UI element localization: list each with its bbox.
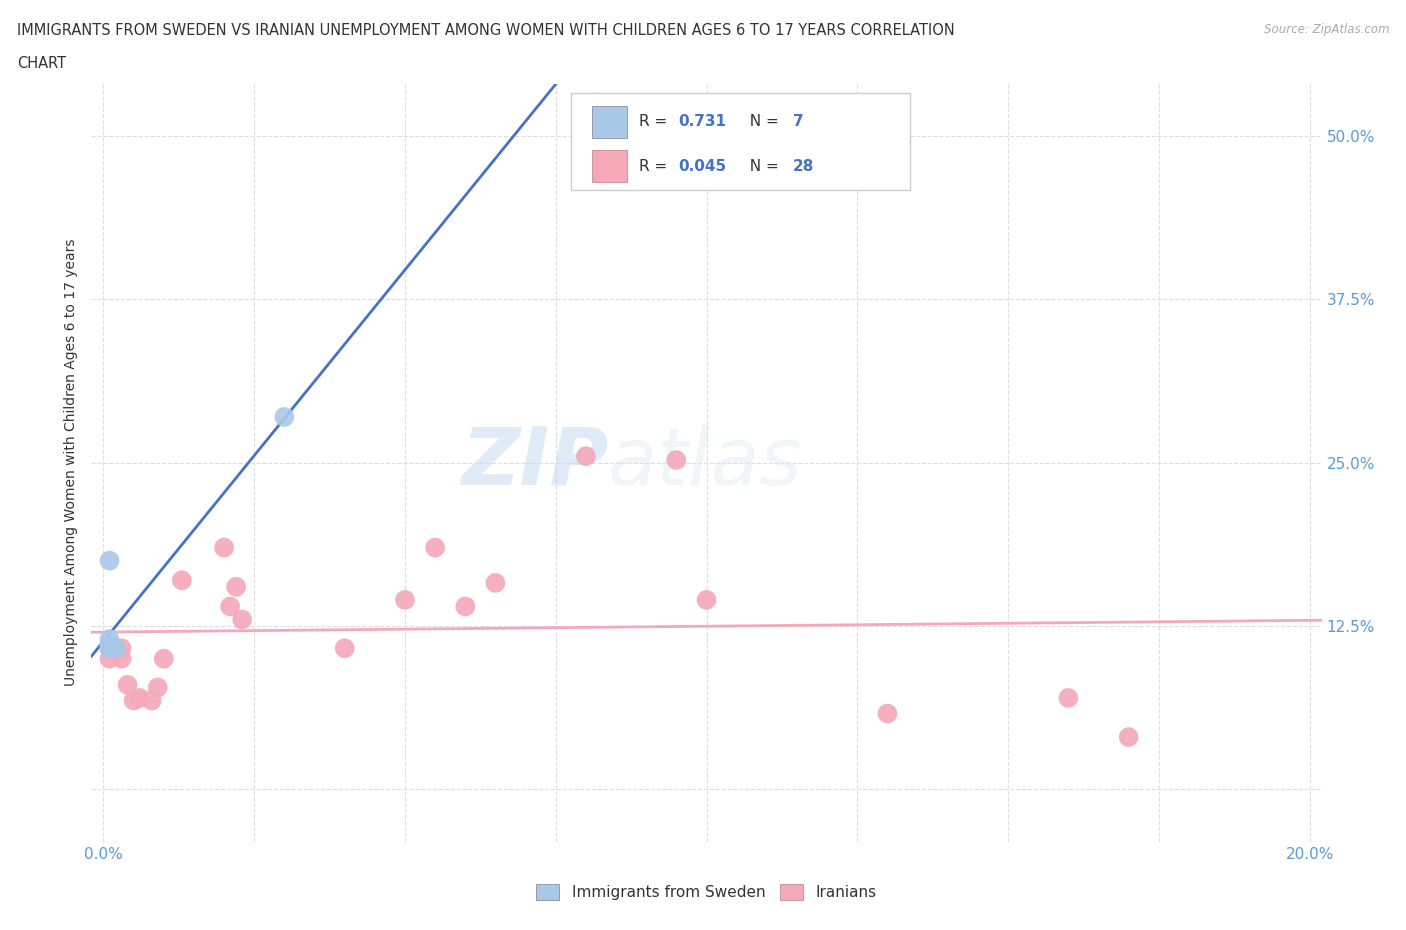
Point <box>394 592 416 607</box>
Point <box>225 579 247 594</box>
Point <box>152 651 174 666</box>
Point <box>333 641 356 656</box>
Point <box>98 651 121 666</box>
Point <box>695 592 717 607</box>
Text: N =: N = <box>740 159 783 174</box>
Point <box>117 677 139 692</box>
Point <box>575 448 598 463</box>
Text: R =: R = <box>638 159 672 174</box>
Text: 28: 28 <box>793 159 814 174</box>
Text: ZIP: ZIP <box>461 424 607 501</box>
Point <box>110 651 132 666</box>
Point <box>212 540 235 555</box>
Text: CHART: CHART <box>17 56 66 71</box>
Text: Source: ZipAtlas.com: Source: ZipAtlas.com <box>1264 23 1389 36</box>
Point <box>98 553 121 568</box>
Point <box>98 638 121 653</box>
Point <box>128 690 150 705</box>
Text: 7: 7 <box>793 114 803 129</box>
Legend: Immigrants from Sweden, Iranians: Immigrants from Sweden, Iranians <box>530 878 883 906</box>
Point <box>104 641 127 656</box>
Point <box>231 612 253 627</box>
Text: 0.045: 0.045 <box>678 159 727 174</box>
Point <box>104 641 127 656</box>
Point <box>98 631 121 646</box>
Point <box>170 573 193 588</box>
Point <box>454 599 477 614</box>
Point <box>146 680 169 695</box>
Point <box>104 641 127 656</box>
FancyBboxPatch shape <box>592 106 627 138</box>
Text: N =: N = <box>740 114 783 129</box>
Point <box>141 693 163 708</box>
Text: IMMIGRANTS FROM SWEDEN VS IRANIAN UNEMPLOYMENT AMONG WOMEN WITH CHILDREN AGES 6 : IMMIGRANTS FROM SWEDEN VS IRANIAN UNEMPL… <box>17 23 955 38</box>
FancyBboxPatch shape <box>571 93 910 190</box>
Point <box>98 641 121 656</box>
Point <box>1118 730 1140 745</box>
Text: 0.731: 0.731 <box>678 114 727 129</box>
Point <box>876 706 898 721</box>
Point <box>219 599 242 614</box>
Point <box>423 540 446 555</box>
Point <box>665 453 688 468</box>
Point <box>1057 690 1080 705</box>
Point <box>122 693 145 708</box>
FancyBboxPatch shape <box>592 151 627 182</box>
Point <box>104 641 127 656</box>
Point <box>98 641 121 656</box>
Text: R =: R = <box>638 114 672 129</box>
Point <box>273 409 295 424</box>
Point <box>484 576 506 591</box>
Text: atlas: atlas <box>607 424 803 501</box>
Y-axis label: Unemployment Among Women with Children Ages 6 to 17 years: Unemployment Among Women with Children A… <box>65 239 79 686</box>
Point <box>110 641 132 656</box>
